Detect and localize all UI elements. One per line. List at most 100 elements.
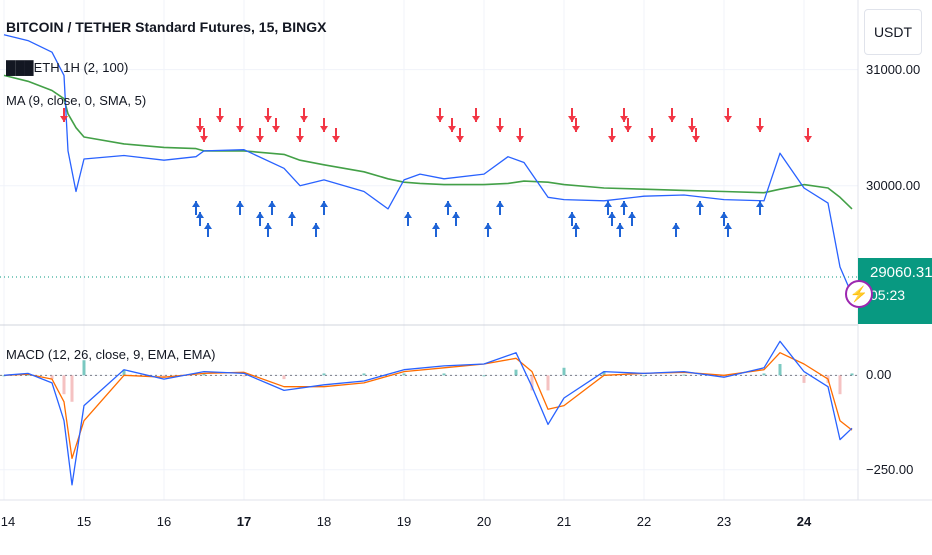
time-tick-label-5: 19 [396,514,412,529]
buy-arrow-0 [192,201,200,215]
macd-histogram-bar [682,374,686,376]
arrow-head [320,126,328,132]
signal-arrows [60,108,812,237]
sell-arrow-18 [568,108,576,122]
indicator-legend-eth[interactable]: ███ETH 1H (2, 100) [6,60,129,75]
arrow-head [572,126,580,132]
arrow-head [264,116,272,122]
macd-lines [2,340,854,486]
macd-histogram-bar [122,369,126,376]
arrow-head [720,212,728,218]
arrow-head [724,116,732,122]
buy-arrow-22 [628,212,636,226]
price-line [3,34,853,296]
buy-arrow-27 [756,201,764,215]
sell-arrow-13 [448,118,456,132]
price-tick-label-0: 31000.00 [866,61,921,77]
macd-histogram-bar [282,375,286,380]
arrow-head [620,116,628,122]
buy-arrow-15 [496,201,504,215]
sell-arrow-20 [608,128,616,142]
arrow-head [568,212,576,218]
buy-arrow-10 [404,212,412,226]
arrow-head [696,201,704,207]
sell-arrow-19 [572,118,580,132]
time-tick-label-2: 16 [156,514,172,529]
arrow-head [804,136,812,142]
arrow-head [568,116,576,122]
macd-series [3,340,853,486]
sell-arrow-16 [496,118,504,132]
macd-histogram-bar [82,360,86,376]
buy-arrow-24 [696,201,704,215]
sell-arrow-11 [332,128,340,142]
arrow-head [616,223,624,229]
buy-arrow-16 [568,212,576,226]
moving-average-line [3,74,853,210]
sell-arrow-9 [300,108,308,122]
buy-arrow-20 [616,223,624,237]
arrow-head [200,136,208,142]
macd-histogram-bar [482,375,486,377]
macd-histogram-bar [546,375,550,391]
buy-arrow-21 [620,201,628,215]
sell-arrow-14 [456,128,464,142]
macd-tick-label-0: 0.00 [866,367,892,383]
sell-arrow-23 [648,128,656,142]
buy-arrow-23 [672,223,680,237]
arrow-head [216,116,224,122]
sell-arrow-22 [624,118,632,132]
arrow-head [264,223,272,229]
indicator-legend-macd[interactable]: MACD (12, 26, close, 9, EMA, EMA) [6,347,216,362]
buy-arrow-5 [264,223,272,237]
sell-arrow-15 [472,108,480,122]
arrow-head [456,136,464,142]
buy-arrow-11 [432,223,440,237]
time-tick-label-4: 18 [316,514,332,529]
macd-histogram-bar [202,373,206,376]
sell-arrow-29 [804,128,812,142]
arrow-head [608,212,616,218]
macd-histogram-bar [850,373,854,376]
ma-series [3,74,853,210]
macd-histogram-bar [778,364,782,376]
sell-arrow-21 [620,108,628,122]
arrow-head [516,136,524,142]
buy-arrow-3 [236,201,244,215]
macd-histogram-bar [722,375,726,378]
arrow-head [268,201,276,207]
macd-histogram-bar [838,375,842,395]
sell-arrow-8 [296,128,304,142]
buy-arrow-8 [312,223,320,237]
arrow-head [332,136,340,142]
macd-signal-series [3,352,853,460]
arrow-head [604,201,612,207]
arrow-head [204,223,212,229]
price-series [3,34,853,296]
arrow-head [320,201,328,207]
time-tick-label-1: 15 [76,514,92,529]
arrow-head [452,212,460,218]
time-tick-label-10: 24 [796,514,812,529]
sell-arrow-12 [436,108,444,122]
grid [0,0,858,500]
currency-button[interactable]: USDT [864,9,922,55]
sell-arrow-10 [320,118,328,132]
sell-arrow-3 [216,108,224,122]
buy-arrow-9 [320,201,328,215]
buy-arrow-7 [288,212,296,226]
sell-arrow-5 [256,128,264,142]
buy-arrow-2 [204,223,212,237]
arrow-head [196,126,204,132]
arrow-head [272,126,280,132]
arrow-head [196,212,204,218]
arrow-head [404,212,412,218]
symbol-title[interactable]: BITCOIN / TETHER Standard Futures, 15, B… [6,19,327,35]
lightning-alert-icon[interactable]: ⚡ [845,280,873,308]
arrow-head [288,212,296,218]
sell-arrow-25 [688,118,696,132]
indicator-legend-ma[interactable]: MA (9, close, 0, SMA, 5) [6,93,147,108]
sell-arrow-1 [196,118,204,132]
macd-histogram-bar [50,375,54,380]
